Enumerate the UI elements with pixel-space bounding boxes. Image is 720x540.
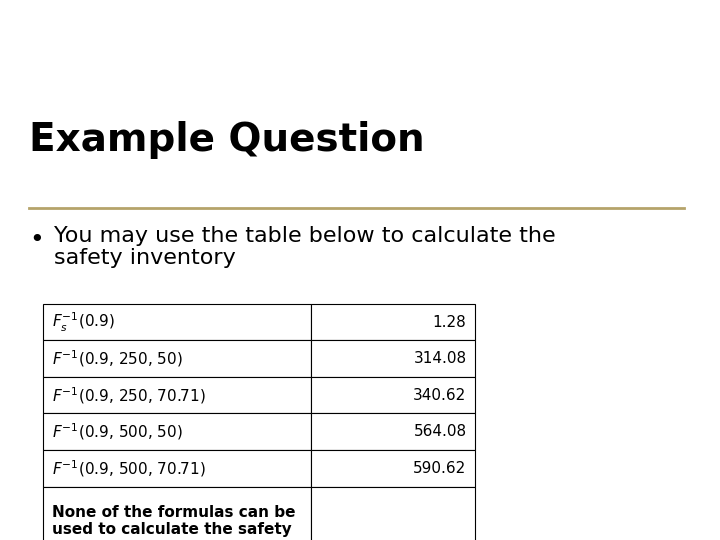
Bar <box>43 487 311 540</box>
Bar <box>43 304 311 340</box>
Text: $\mathit{F}^{-1}$(0.9, 250, 70.71): $\mathit{F}^{-1}$(0.9, 250, 70.71) <box>52 385 206 406</box>
Text: $\mathit{F}^{-1}$(0.9, 500, 70.71): $\mathit{F}^{-1}$(0.9, 500, 70.71) <box>52 458 206 478</box>
Bar <box>311 487 475 540</box>
Text: $\mathit{F}_s^{-1}$(0.9): $\mathit{F}_s^{-1}$(0.9) <box>52 310 114 334</box>
Bar <box>311 304 475 340</box>
Bar <box>311 450 475 487</box>
Text: •: • <box>29 228 43 252</box>
Text: UNIVERSITY OF COLORADO AT BOULDER: UNIVERSITY OF COLORADO AT BOULDER <box>14 43 168 52</box>
Text: 590.62: 590.62 <box>413 461 467 476</box>
Text: You may use the table below to calculate the: You may use the table below to calculate… <box>54 226 556 246</box>
Text: safety inventory: safety inventory <box>54 248 235 268</box>
Bar <box>43 377 311 414</box>
Text: None of the formulas can be
used to calculate the safety: None of the formulas can be used to calc… <box>52 505 295 537</box>
Bar <box>43 414 311 450</box>
Text: 340.62: 340.62 <box>413 388 467 403</box>
Text: $\mathit{F}^{-1}$(0.9, 500, 50): $\mathit{F}^{-1}$(0.9, 500, 50) <box>52 421 183 442</box>
Text: 1.28: 1.28 <box>433 315 467 329</box>
Text: 564.08: 564.08 <box>413 424 467 439</box>
Text: Example Question: Example Question <box>29 122 424 159</box>
Bar <box>311 414 475 450</box>
Text: $\mathit{F}^{-1}$(0.9, 250, 50): $\mathit{F}^{-1}$(0.9, 250, 50) <box>52 348 183 369</box>
Bar <box>43 450 311 487</box>
Bar <box>311 340 475 377</box>
Text: 314.08: 314.08 <box>413 351 467 366</box>
Bar <box>43 340 311 377</box>
Bar <box>311 377 475 414</box>
Text: LEEDS SCHOOL OF BUSINESS: LEEDS SCHOOL OF BUSINESS <box>513 40 706 54</box>
